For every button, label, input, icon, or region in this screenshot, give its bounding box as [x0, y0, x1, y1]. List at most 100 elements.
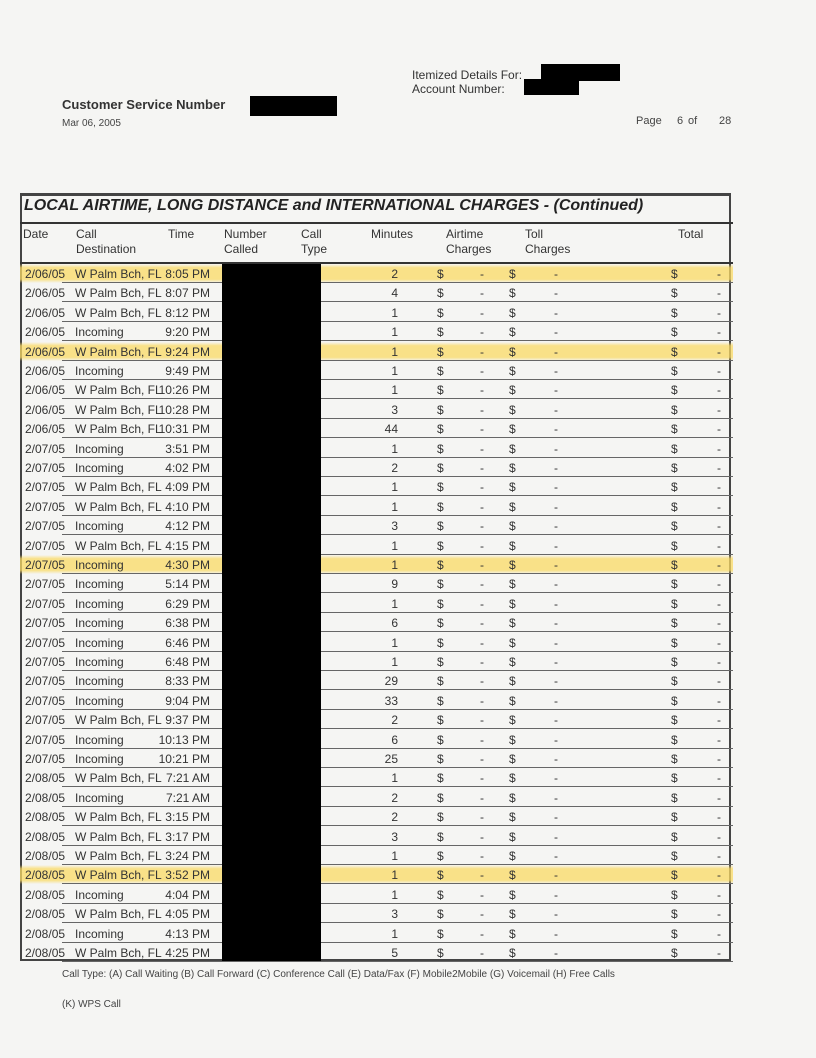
- row-destination: Incoming: [75, 364, 124, 378]
- toll-dollar: $: [509, 441, 516, 456]
- table-row: 2/06/05 Incoming 9:49 PM 1 $ - $ - $ -: [20, 361, 733, 380]
- total-amount: -: [717, 771, 721, 786]
- total-amount: -: [717, 267, 721, 281]
- toll-dollar: $: [509, 538, 516, 553]
- total-dollar: $: [671, 752, 678, 766]
- airtime-amount: -: [480, 868, 484, 883]
- toll-amount: -: [554, 402, 558, 417]
- airtime-amount: -: [480, 596, 484, 611]
- toll-amount: -: [554, 325, 558, 340]
- table-row: 2/06/05 W Palm Bch, FL 9:24 PM 1 $ - $ - $ -: [20, 341, 733, 361]
- row-date: 2/07/05: [25, 519, 66, 534]
- row-destination: W Palm Bch, FL: [75, 810, 162, 825]
- row-divider: [62, 650, 733, 652]
- table-row: 2/08/05 W Palm Bch, FL 4:05 PM 3 $ - $ - $ -: [20, 904, 733, 924]
- row-divider: [62, 456, 733, 458]
- row-date: 2/07/05: [25, 674, 66, 689]
- total-amount: -: [717, 305, 721, 320]
- toll-dollar: $: [509, 616, 516, 631]
- toll-amount: -: [554, 829, 558, 844]
- airtime-dollar: $: [437, 519, 444, 534]
- row-date: 2/08/05: [25, 849, 66, 863]
- total-dollar: $: [671, 558, 678, 572]
- toll-amount: -: [554, 713, 558, 728]
- divider: [20, 222, 733, 224]
- row-minutes: 1: [391, 926, 398, 941]
- total-dollar: $: [671, 383, 678, 398]
- row-time: 10:21 PM: [158, 752, 210, 766]
- row-date: 2/07/05: [25, 693, 66, 708]
- row-minutes: 1: [391, 480, 398, 495]
- row-time: 6:46 PM: [165, 635, 210, 650]
- customer-service-label: Customer Service Number: [62, 97, 226, 112]
- row-time: 4:02 PM: [165, 461, 210, 475]
- row-divider: [62, 805, 733, 807]
- total-amount: -: [717, 441, 721, 456]
- total-amount: -: [717, 461, 721, 475]
- toll-amount: -: [554, 364, 558, 378]
- airtime-amount: -: [480, 616, 484, 631]
- airtime-amount: -: [480, 635, 484, 650]
- airtime-dollar: $: [437, 810, 444, 825]
- row-destination: W Palm Bch, FL: [75, 402, 162, 417]
- col-call-type: Call Type: [301, 227, 327, 257]
- toll-dollar: $: [509, 267, 516, 281]
- airtime-dollar: $: [437, 596, 444, 611]
- total-dollar: $: [671, 325, 678, 340]
- table-row: 2/07/05 Incoming 4:02 PM 2 $ - $ - $ -: [20, 458, 733, 477]
- airtime-amount: -: [480, 538, 484, 553]
- row-date: 2/07/05: [25, 752, 66, 766]
- table-row: 2/07/05 Incoming 6:48 PM 1 $ - $ - $ -: [20, 652, 733, 671]
- charges-table: [20, 193, 731, 961]
- row-minutes: 3: [391, 907, 398, 922]
- toll-amount: -: [554, 771, 558, 786]
- toll-amount: -: [554, 499, 558, 514]
- total-amount: -: [717, 286, 721, 301]
- row-date: 2/06/05: [25, 305, 66, 320]
- total-dollar: $: [671, 732, 678, 747]
- row-date: 2/07/05: [25, 538, 66, 553]
- airtime-dollar: $: [437, 713, 444, 728]
- toll-amount: -: [554, 616, 558, 631]
- total-amount: -: [717, 519, 721, 534]
- airtime-amount: -: [480, 499, 484, 514]
- row-divider: [62, 786, 733, 788]
- airtime-amount: -: [480, 577, 484, 592]
- total-dollar: $: [671, 286, 678, 301]
- row-time: 10:31 PM: [158, 422, 210, 437]
- airtime-dollar: $: [437, 849, 444, 863]
- row-minutes: 1: [391, 596, 398, 611]
- row-minutes: 1: [391, 887, 398, 902]
- total-dollar: $: [671, 693, 678, 708]
- toll-amount: -: [554, 790, 558, 805]
- total-amount: -: [717, 616, 721, 631]
- table-row: 2/08/05 W Palm Bch, FL 7:21 AM 1 $ - $ - $ -: [20, 768, 733, 788]
- total-amount: -: [717, 829, 721, 844]
- total-amount: -: [717, 422, 721, 437]
- airtime-dollar: $: [437, 286, 444, 301]
- row-date: 2/08/05: [25, 868, 66, 883]
- row-time: 6:38 PM: [165, 616, 210, 631]
- table-row: 2/07/05 Incoming 10:21 PM 25 $ - $ - $ -: [20, 749, 733, 768]
- airtime-dollar: $: [437, 790, 444, 805]
- row-minutes: 1: [391, 538, 398, 553]
- row-minutes: 1: [391, 499, 398, 514]
- row-divider: [62, 514, 733, 516]
- row-time: 4:09 PM: [165, 480, 210, 495]
- row-date: 2/07/05: [25, 441, 66, 456]
- row-minutes: 25: [384, 752, 398, 766]
- airtime-dollar: $: [437, 422, 444, 437]
- toll-dollar: $: [509, 519, 516, 534]
- total-dollar: $: [671, 596, 678, 611]
- table-row: 2/07/05 Incoming 8:33 PM 29 $ - $ - $ -: [20, 671, 733, 691]
- toll-amount: -: [554, 461, 558, 475]
- toll-amount: -: [554, 887, 558, 902]
- total-amount: -: [717, 596, 721, 611]
- row-minutes: 1: [391, 655, 398, 669]
- table-row: 2/07/05 Incoming 3:51 PM 1 $ - $ - $ -: [20, 439, 733, 458]
- airtime-dollar: $: [437, 926, 444, 941]
- row-destination: W Palm Bch, FL: [75, 538, 162, 553]
- total-amount: -: [717, 946, 721, 960]
- row-destination: Incoming: [75, 441, 124, 456]
- redacted-name: [541, 64, 620, 81]
